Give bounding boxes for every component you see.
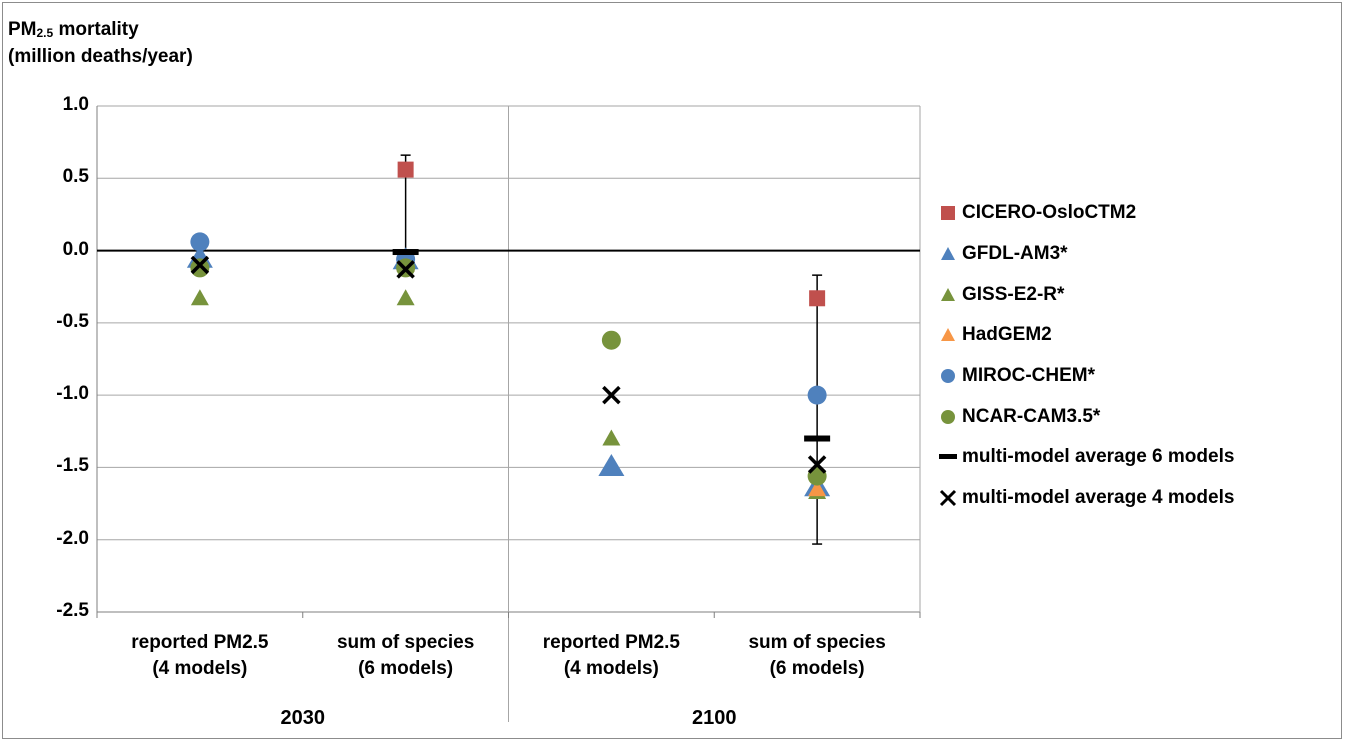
legend-label: CICERO-OsloCTM2 [962,202,1137,224]
legend-symbol [938,447,958,467]
y-tick-label: -2.0 [56,527,89,549]
legend-symbol [938,285,958,305]
y-tick-label: -2.5 [56,600,89,621]
legend-label: HadGEM2 [962,324,1052,346]
legend-item: GFDL-AM3* [938,234,1234,275]
x-category-line1: reported PM2.5 [542,632,680,653]
point-multi-model-average-4-models [190,255,210,275]
legend-item: MIROC-CHEM* [938,356,1234,397]
x-category-line1: sum of species [336,632,475,653]
x-category-line2: (4 models) [563,658,659,679]
x-category-line2: (6 models) [358,658,454,679]
point-ncar-cam3-5 [190,258,210,278]
point-multi-model-average-4-models [807,455,827,474]
y-axis-title: PM2.5 mortality (million deaths/year) [8,18,193,69]
point-multi-model-average-6-models [804,435,831,442]
y-tick-label: -1.5 [56,455,89,477]
legend-label: multi-model average 4 models [962,487,1235,509]
x-category-line2: (4 models) [152,658,248,679]
point-cicero-osloctm2 [397,161,414,178]
legend-item: CICERO-OsloCTM2 [938,193,1234,234]
legend-symbol [938,244,958,264]
x-group-label: 2100 [692,707,737,729]
x-category-line2: (6 models) [769,658,865,679]
point-multi-model-average-4-models [602,385,621,405]
point-gfdl-am3 [598,453,625,476]
point-cicero-osloctm2 [809,290,826,307]
legend-symbol [938,203,958,223]
x-category-label: reported PM2.5 (4 models) [501,630,721,682]
point-multi-model-average-4-models [396,260,415,279]
legend-label: MIROC-CHEM* [962,365,1095,387]
legend-item: HadGEM2 [938,315,1234,356]
x-category-label: reported PM2.5 (4 models) [90,630,310,682]
x-group-label: 2030 [280,707,326,729]
y-tick-label: 0.0 [62,238,89,260]
point-miroc-chem [190,232,210,252]
point-giss-e2-r [396,289,415,306]
y-title-main: PM [8,19,37,40]
y-title-sub: 2.5 [36,26,54,40]
y-tick-label: 1.0 [62,94,89,115]
point-multi-model-average-6-models [392,249,419,256]
x-category-label: sum of species (6 models) [296,630,516,682]
legend-symbol [938,407,958,427]
legend-symbol [938,488,958,508]
legend-item: multi-model average 6 models [938,437,1234,478]
legend-item: GISS-E2-R* [938,274,1234,315]
x-category-line1: reported PM2.5 [131,632,269,653]
y-tick-label: -1.0 [56,383,89,405]
x-category-line1: sum of species [748,632,886,653]
point-hadgem2 [808,480,827,497]
y-tick-label: 0.5 [62,166,89,188]
point-ncar-cam3-5 [601,330,621,350]
legend-label: NCAR-CAM3.5* [962,405,1101,427]
legend-label: multi-model average 6 models [962,446,1235,468]
point-giss-e2-r [602,429,621,446]
x-category-label: sum of species (6 models) [707,630,927,682]
legend-item: NCAR-CAM3.5* [938,396,1234,437]
legend: CICERO-OsloCTM2 GFDL-AM3* GISS-E2-R* HadGEM… [938,193,1234,519]
y-title-line2: (million deaths/year) [8,46,193,67]
point-giss-e2-r [190,289,209,306]
point-miroc-chem [807,385,827,405]
legend-symbol [938,366,958,386]
legend-label: GFDL-AM3* [962,243,1068,265]
legend-item: multi-model average 4 models [938,478,1234,519]
legend-symbol [938,325,958,345]
legend-label: GISS-E2-R* [962,283,1065,305]
y-tick-label: -0.5 [56,310,89,332]
y-title-rest: mortality [53,19,139,40]
